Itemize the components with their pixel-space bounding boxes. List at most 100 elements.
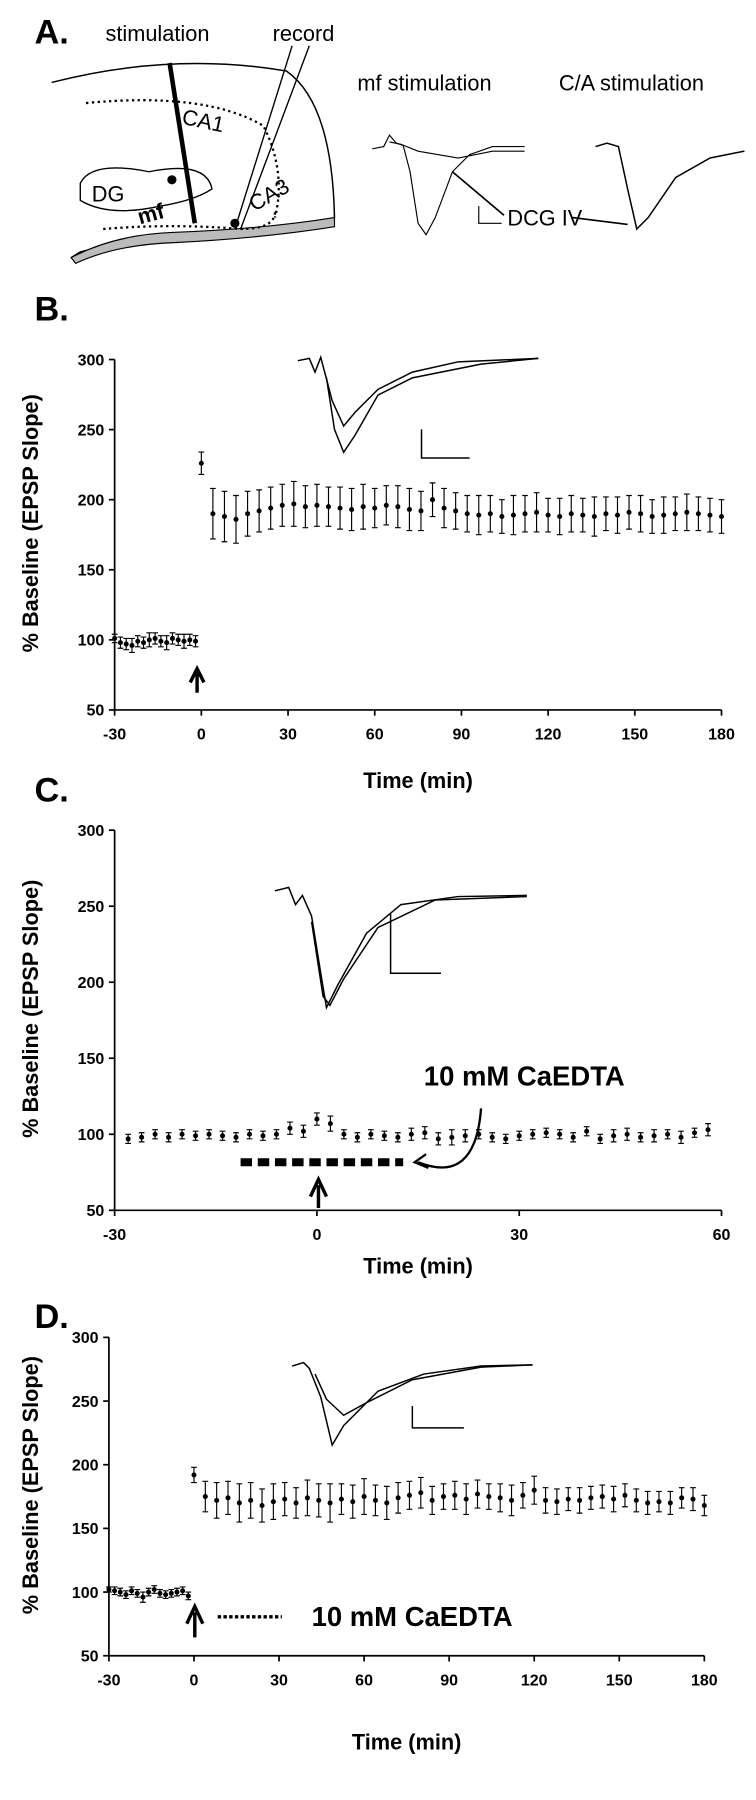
data-point	[304, 1495, 310, 1501]
trace	[325, 357, 539, 454]
data-point	[679, 1495, 685, 1501]
data-point	[193, 1133, 199, 1139]
x-tick-label: 150	[606, 1671, 633, 1689]
label: mf	[135, 198, 168, 229]
y-tick-label: 50	[87, 702, 105, 720]
data-point	[645, 1500, 651, 1506]
scale-bar	[420, 429, 470, 459]
data-point	[626, 509, 632, 515]
y-axis-label: % Baseline (EPSP Slope)	[18, 394, 43, 652]
panel-label: B.	[34, 291, 68, 329]
arrow	[412, 1108, 483, 1169]
y-tick-label: 150	[78, 561, 105, 579]
data-point	[221, 513, 227, 520]
x-axis-label: Time (min)	[363, 1253, 473, 1278]
trace	[310, 895, 527, 1007]
data-point	[193, 638, 199, 644]
data-point	[614, 512, 620, 518]
label: record	[273, 21, 335, 46]
data-point	[692, 1130, 698, 1136]
data-point	[633, 1497, 639, 1503]
data-point	[152, 635, 158, 641]
data-point	[449, 1134, 455, 1140]
stimulation-electrode	[167, 62, 198, 224]
data-point	[129, 642, 135, 648]
data-point	[435, 1136, 441, 1142]
label: stimulation	[105, 21, 209, 46]
data-point	[476, 1131, 482, 1137]
data-point	[349, 506, 355, 513]
data-point	[656, 1499, 662, 1505]
data-point	[246, 1131, 253, 1137]
data-point	[638, 1134, 644, 1140]
data-point	[690, 1496, 696, 1502]
data-point	[146, 1589, 152, 1595]
y-tick-label: 200	[78, 974, 105, 992]
data-point	[179, 1131, 185, 1137]
data-point	[678, 1134, 684, 1140]
data-point	[545, 512, 551, 518]
data-point	[287, 1125, 293, 1131]
data-point	[106, 1586, 112, 1593]
data-point	[395, 1134, 401, 1140]
data-point	[638, 511, 644, 517]
data-point	[530, 1131, 536, 1137]
data-point	[233, 1134, 239, 1140]
data-point	[452, 1492, 458, 1498]
data-point	[164, 640, 170, 646]
data-point	[422, 1130, 428, 1136]
mf-pathway	[103, 211, 277, 231]
arrow	[308, 1175, 329, 1209]
data-point	[256, 508, 262, 514]
trace	[314, 1364, 533, 1417]
data-point	[372, 505, 378, 511]
arrow	[451, 171, 628, 226]
data-point	[509, 1497, 515, 1503]
data-point	[462, 1133, 468, 1139]
data-point	[588, 1495, 594, 1501]
data-point	[302, 504, 308, 510]
data-point	[214, 1497, 220, 1503]
y-tick-label: 100	[78, 632, 105, 650]
data-point	[429, 1497, 435, 1503]
data-point	[622, 1492, 628, 1498]
x-tick-label: 30	[279, 726, 297, 744]
trace	[297, 354, 539, 428]
x-tick-label: 180	[691, 1671, 718, 1689]
data-point	[168, 1590, 174, 1596]
arrow	[185, 1602, 205, 1638]
data-point	[341, 1131, 347, 1137]
y-tick-label: 250	[78, 898, 105, 916]
data-point	[464, 511, 470, 517]
y-tick-label: 100	[72, 1584, 99, 1602]
x-tick-label: 150	[621, 726, 648, 744]
data-point	[202, 1494, 208, 1500]
data-point	[152, 1131, 158, 1137]
x-tick-label: -30	[103, 726, 126, 744]
data-point	[557, 1131, 563, 1137]
data-point	[718, 513, 725, 520]
x-tick-label: 0	[197, 726, 206, 744]
data-point	[233, 516, 239, 522]
panel-label: D.	[34, 1298, 68, 1336]
data-point	[185, 1593, 191, 1599]
data-point	[408, 1131, 414, 1137]
data-point	[225, 1495, 231, 1501]
data-point	[327, 1500, 333, 1506]
trace	[274, 886, 527, 1011]
data-point	[158, 638, 164, 644]
data-point	[112, 1588, 118, 1594]
data-point	[146, 637, 152, 643]
data-point	[381, 1133, 387, 1139]
label: C/A stimulation	[559, 70, 704, 95]
data-point	[531, 1487, 537, 1493]
data-point	[406, 506, 412, 513]
data-point	[489, 1134, 495, 1140]
label: CA3	[244, 173, 293, 216]
data-point	[665, 1131, 671, 1137]
y-tick-label: 250	[72, 1393, 99, 1411]
data-point	[554, 1499, 560, 1505]
data-point	[117, 1589, 123, 1595]
data-point	[279, 502, 285, 508]
data-point	[166, 1134, 172, 1140]
